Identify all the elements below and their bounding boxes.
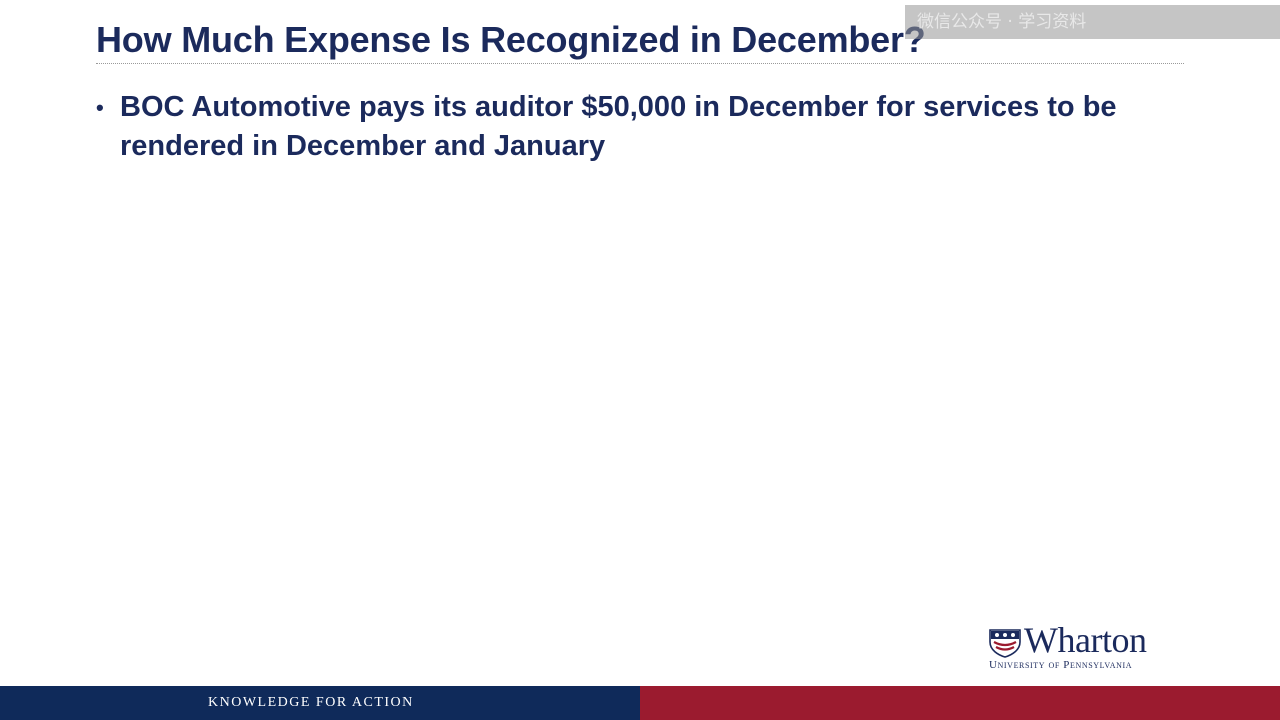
bullet-text: BOC Automotive pays its auditor $50,000 …	[120, 91, 1117, 162]
title-divider	[96, 63, 1184, 64]
bullet-item: • BOC Automotive pays its auditor $50,00…	[96, 88, 1186, 166]
wharton-logo: Wharton University of Pennsylvania	[988, 620, 1192, 674]
logo-wordmark: Wharton	[1024, 620, 1147, 660]
footer-bar: KNOWLEDGE FOR ACTION	[0, 686, 1280, 720]
bullet-list: • BOC Automotive pays its auditor $50,00…	[96, 88, 1186, 166]
footer-tagline: KNOWLEDGE FOR ACTION	[208, 695, 414, 710]
footer-navy-band: KNOWLEDGE FOR ACTION	[0, 686, 640, 720]
penn-shield-icon	[989, 629, 1021, 658]
footer-red-band	[640, 686, 1280, 720]
bullet-dot-icon: •	[96, 95, 104, 120]
logo-subtitle: University of Pennsylvania	[989, 659, 1133, 671]
slide-title: How Much Expense Is Recognized in Decemb…	[96, 19, 926, 60]
watermark-overlay: 微信公众号 · 学习资料	[905, 5, 1280, 39]
